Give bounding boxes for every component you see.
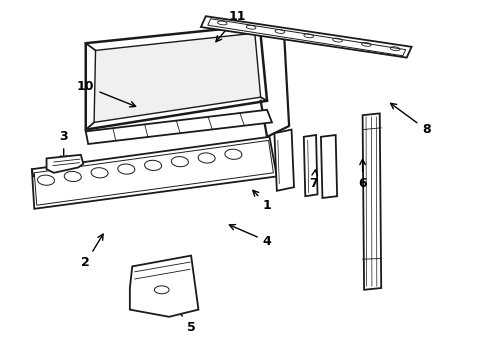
Text: 8: 8 [391, 103, 431, 136]
Text: 7: 7 [309, 170, 318, 190]
Polygon shape [47, 155, 83, 173]
Polygon shape [32, 137, 277, 209]
Polygon shape [86, 110, 272, 144]
Polygon shape [321, 135, 337, 198]
Polygon shape [201, 16, 412, 58]
Polygon shape [94, 33, 261, 122]
Text: 11: 11 [216, 10, 246, 42]
Text: 10: 10 [77, 80, 136, 107]
Text: 3: 3 [59, 130, 68, 161]
Polygon shape [274, 130, 294, 191]
Polygon shape [86, 25, 267, 130]
Text: 1: 1 [253, 190, 271, 212]
Polygon shape [130, 256, 198, 317]
Text: 5: 5 [172, 302, 196, 334]
Polygon shape [363, 113, 381, 290]
Polygon shape [304, 135, 318, 196]
Text: 9: 9 [285, 170, 294, 190]
Text: 2: 2 [81, 234, 103, 269]
Text: 4: 4 [229, 225, 271, 248]
Text: 6: 6 [358, 159, 367, 190]
